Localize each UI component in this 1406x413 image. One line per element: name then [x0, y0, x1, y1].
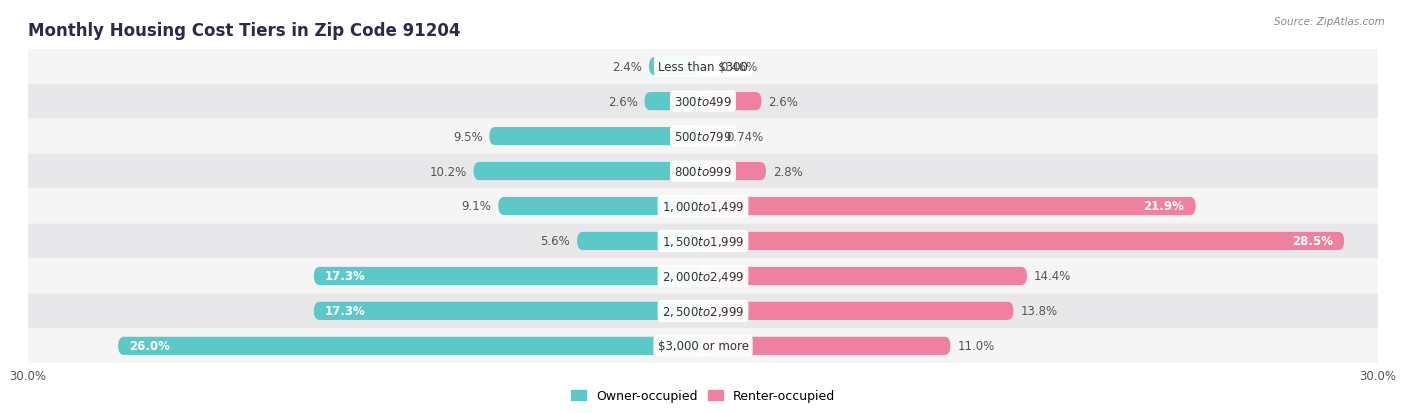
FancyBboxPatch shape [474, 163, 703, 181]
FancyBboxPatch shape [314, 302, 703, 320]
Text: $800 to $999: $800 to $999 [673, 165, 733, 178]
FancyBboxPatch shape [28, 50, 1378, 84]
Text: 5.6%: 5.6% [540, 235, 571, 248]
Text: 2.6%: 2.6% [607, 95, 638, 108]
FancyBboxPatch shape [703, 163, 766, 181]
FancyBboxPatch shape [703, 58, 713, 76]
Text: 0.46%: 0.46% [720, 61, 758, 74]
FancyBboxPatch shape [28, 259, 1378, 294]
Text: 9.1%: 9.1% [461, 200, 492, 213]
FancyBboxPatch shape [576, 232, 703, 250]
FancyBboxPatch shape [498, 197, 703, 216]
Text: 2.8%: 2.8% [773, 165, 803, 178]
Legend: Owner-occupied, Renter-occupied: Owner-occupied, Renter-occupied [567, 385, 839, 408]
Text: 26.0%: 26.0% [129, 339, 170, 352]
FancyBboxPatch shape [703, 93, 762, 111]
Text: $3,000 or more: $3,000 or more [658, 339, 748, 352]
Text: 9.5%: 9.5% [453, 130, 482, 143]
FancyBboxPatch shape [703, 337, 950, 355]
Text: 2.4%: 2.4% [613, 61, 643, 74]
FancyBboxPatch shape [28, 119, 1378, 154]
FancyBboxPatch shape [650, 58, 703, 76]
FancyBboxPatch shape [644, 93, 703, 111]
FancyBboxPatch shape [28, 294, 1378, 329]
FancyBboxPatch shape [28, 329, 1378, 363]
Text: Source: ZipAtlas.com: Source: ZipAtlas.com [1274, 17, 1385, 26]
Text: 10.2%: 10.2% [430, 165, 467, 178]
Text: $1,500 to $1,999: $1,500 to $1,999 [662, 235, 744, 248]
Text: 13.8%: 13.8% [1021, 305, 1057, 318]
Text: Less than $300: Less than $300 [658, 61, 748, 74]
Text: 21.9%: 21.9% [1143, 200, 1184, 213]
FancyBboxPatch shape [314, 267, 703, 285]
Text: 14.4%: 14.4% [1033, 270, 1071, 283]
Text: 17.3%: 17.3% [325, 305, 366, 318]
FancyBboxPatch shape [28, 189, 1378, 224]
Text: Monthly Housing Cost Tiers in Zip Code 91204: Monthly Housing Cost Tiers in Zip Code 9… [28, 22, 461, 40]
FancyBboxPatch shape [703, 267, 1026, 285]
Text: $2,500 to $2,999: $2,500 to $2,999 [662, 304, 744, 318]
FancyBboxPatch shape [28, 154, 1378, 189]
FancyBboxPatch shape [28, 84, 1378, 119]
Text: $500 to $799: $500 to $799 [673, 130, 733, 143]
FancyBboxPatch shape [703, 302, 1014, 320]
FancyBboxPatch shape [703, 128, 720, 146]
Text: $1,000 to $1,499: $1,000 to $1,499 [662, 199, 744, 214]
Text: 28.5%: 28.5% [1292, 235, 1333, 248]
FancyBboxPatch shape [118, 337, 703, 355]
Text: 11.0%: 11.0% [957, 339, 994, 352]
Text: 17.3%: 17.3% [325, 270, 366, 283]
FancyBboxPatch shape [489, 128, 703, 146]
Text: $300 to $499: $300 to $499 [673, 95, 733, 108]
FancyBboxPatch shape [703, 197, 1195, 216]
FancyBboxPatch shape [28, 224, 1378, 259]
Text: $2,000 to $2,499: $2,000 to $2,499 [662, 269, 744, 283]
Text: 0.74%: 0.74% [727, 130, 763, 143]
FancyBboxPatch shape [703, 232, 1344, 250]
Text: 2.6%: 2.6% [768, 95, 799, 108]
